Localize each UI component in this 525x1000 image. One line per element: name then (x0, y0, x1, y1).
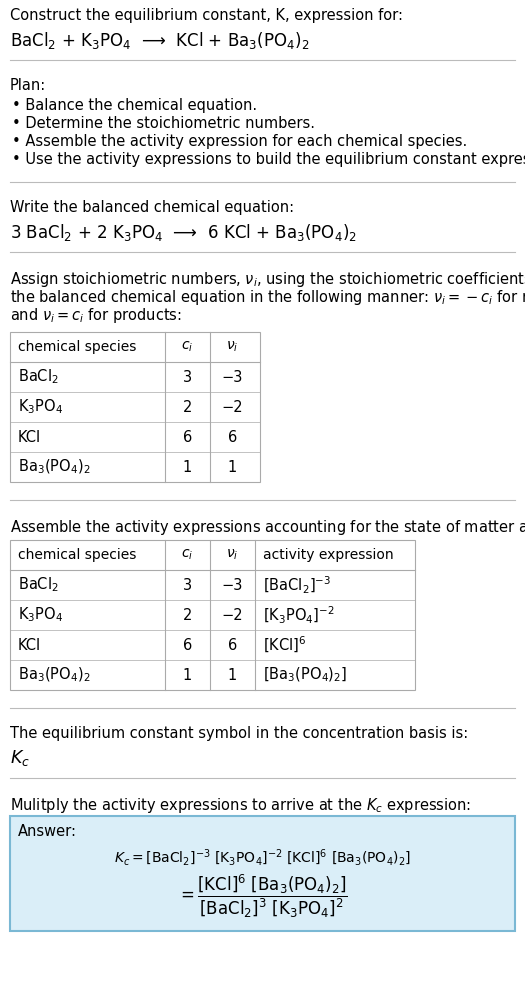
Text: Assign stoichiometric numbers, $\nu_i$, using the stoichiometric coefficients, $: Assign stoichiometric numbers, $\nu_i$, … (10, 270, 525, 289)
Text: • Determine the stoichiometric numbers.: • Determine the stoichiometric numbers. (12, 116, 315, 131)
Text: 6: 6 (183, 638, 192, 652)
Text: Construct the equilibrium constant, K, expression for:: Construct the equilibrium constant, K, e… (10, 8, 403, 23)
Text: The equilibrium constant symbol in the concentration basis is:: The equilibrium constant symbol in the c… (10, 726, 468, 741)
Text: $\nu_i$: $\nu_i$ (226, 340, 239, 354)
Text: 1: 1 (228, 460, 237, 475)
Text: 6: 6 (183, 430, 192, 444)
Text: 6: 6 (228, 638, 237, 652)
Bar (10, 332, 260, 482)
Text: 1: 1 (183, 460, 192, 475)
Text: K$_3$PO$_4$: K$_3$PO$_4$ (18, 606, 63, 624)
Text: $c_i$: $c_i$ (181, 548, 194, 562)
Text: $c_i$: $c_i$ (181, 340, 194, 354)
Text: Ba$_3$(PO$_4$)$_2$: Ba$_3$(PO$_4$)$_2$ (18, 666, 90, 684)
Text: • Use the activity expressions to build the equilibrium constant expression.: • Use the activity expressions to build … (12, 152, 525, 167)
Text: [BaCl$_2$]$^{-3}$: [BaCl$_2$]$^{-3}$ (263, 574, 331, 596)
Text: [Ba$_3$(PO$_4$)$_2$]: [Ba$_3$(PO$_4$)$_2$] (263, 666, 348, 684)
Text: KCl: KCl (18, 638, 41, 652)
Text: Write the balanced chemical equation:: Write the balanced chemical equation: (10, 200, 294, 215)
Text: 3: 3 (183, 578, 192, 592)
Text: BaCl$_2$ + K$_3$PO$_4$  ⟶  KCl + Ba$_3$(PO$_4$)$_2$: BaCl$_2$ + K$_3$PO$_4$ ⟶ KCl + Ba$_3$(PO… (10, 30, 309, 51)
Text: 3: 3 (183, 369, 192, 384)
Text: 2: 2 (183, 607, 192, 622)
Text: chemical species: chemical species (18, 340, 136, 354)
Text: BaCl$_2$: BaCl$_2$ (18, 576, 59, 594)
Text: 6: 6 (228, 430, 237, 444)
Text: • Assemble the activity expression for each chemical species.: • Assemble the activity expression for e… (12, 134, 467, 149)
Text: Ba$_3$(PO$_4$)$_2$: Ba$_3$(PO$_4$)$_2$ (18, 458, 90, 476)
Text: Plan:: Plan: (10, 78, 46, 93)
Text: $= \dfrac{[\mathrm{KCl}]^6\ [\mathrm{Ba_3(PO_4)_2}]}{[\mathrm{BaCl_2}]^3\ [\math: $= \dfrac{[\mathrm{KCl}]^6\ [\mathrm{Ba_… (177, 872, 348, 920)
Text: Assemble the activity expressions accounting for the state of matter and $\nu_i$: Assemble the activity expressions accoun… (10, 518, 525, 537)
Text: [KCl]$^6$: [KCl]$^6$ (263, 635, 306, 655)
Text: and $\nu_i = c_i$ for products:: and $\nu_i = c_i$ for products: (10, 306, 182, 325)
Text: KCl: KCl (18, 430, 41, 444)
Text: $K_c$: $K_c$ (10, 748, 30, 768)
Text: 3 BaCl$_2$ + 2 K$_3$PO$_4$  ⟶  6 KCl + Ba$_3$(PO$_4$)$_2$: 3 BaCl$_2$ + 2 K$_3$PO$_4$ ⟶ 6 KCl + Ba$… (10, 222, 357, 243)
Text: BaCl$_2$: BaCl$_2$ (18, 368, 59, 386)
Text: chemical species: chemical species (18, 548, 136, 562)
Text: activity expression: activity expression (263, 548, 394, 562)
Text: 1: 1 (228, 668, 237, 682)
Text: [K$_3$PO$_4$]$^{-2}$: [K$_3$PO$_4$]$^{-2}$ (263, 604, 335, 626)
Text: Mulitply the activity expressions to arrive at the $K_c$ expression:: Mulitply the activity expressions to arr… (10, 796, 471, 815)
Text: $K_c = [\mathrm{BaCl_2}]^{-3}\ [\mathrm{K_3PO_4}]^{-2}\ [\mathrm{KCl}]^6\ [\math: $K_c = [\mathrm{BaCl_2}]^{-3}\ [\mathrm{… (114, 848, 411, 868)
Text: −3: −3 (222, 369, 243, 384)
Text: the balanced chemical equation in the following manner: $\nu_i = -c_i$ for react: the balanced chemical equation in the fo… (10, 288, 525, 307)
Text: −2: −2 (222, 607, 243, 622)
Bar (10, 816, 515, 931)
Text: −3: −3 (222, 578, 243, 592)
Bar (10, 540, 415, 690)
Text: K$_3$PO$_4$: K$_3$PO$_4$ (18, 398, 63, 416)
Text: 1: 1 (183, 668, 192, 682)
Text: • Balance the chemical equation.: • Balance the chemical equation. (12, 98, 257, 113)
Text: $\nu_i$: $\nu_i$ (226, 548, 239, 562)
Text: 2: 2 (183, 399, 192, 414)
Text: −2: −2 (222, 399, 243, 414)
Text: Answer:: Answer: (18, 824, 77, 839)
